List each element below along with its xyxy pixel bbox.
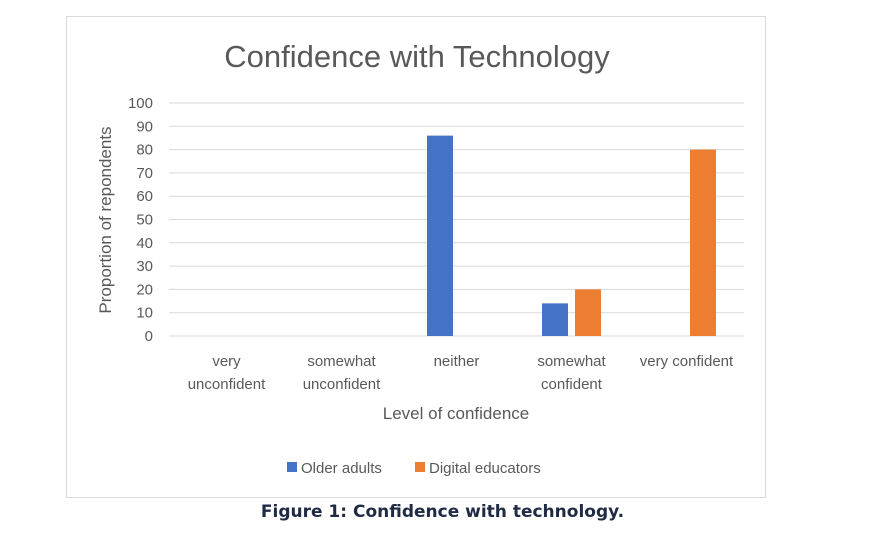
y-tick-label: 80	[136, 142, 153, 159]
x-tick-label: confident	[541, 376, 603, 393]
y-tick-label: 60	[136, 188, 153, 205]
x-tick-label: somewhat	[307, 353, 376, 370]
y-tick-label: 20	[136, 281, 153, 298]
x-tick-label: very	[212, 353, 241, 370]
bar-older-adults	[542, 303, 568, 336]
legend-label: Digital educators	[429, 460, 541, 477]
x-tick-label: unconfident	[188, 376, 266, 393]
bar-digital-educators	[575, 289, 601, 336]
y-axis-label: Proportion of repondents	[96, 126, 115, 313]
bar-older-adults	[427, 135, 453, 336]
x-tick-label: somewhat	[537, 353, 606, 370]
x-tick-label: very confident	[640, 353, 734, 370]
y-tick-label: 50	[136, 212, 153, 229]
y-tick-label: 90	[136, 118, 153, 135]
x-tick-label: unconfident	[303, 376, 381, 393]
figure-caption: Figure 1: Confidence with technology.	[260, 502, 625, 522]
chart-title: Confidence with Technology	[224, 39, 610, 74]
y-tick-label: 40	[136, 235, 153, 252]
y-tick-label: 100	[128, 95, 153, 112]
chart-frame: Confidence with Technology 0 10 20 30 40 50 60 7…	[66, 16, 766, 498]
legend-swatch-digital-educators	[415, 462, 425, 472]
y-tick-label: 10	[136, 305, 153, 322]
y-tick-label: 30	[136, 258, 153, 275]
y-tick-label: 70	[136, 165, 153, 182]
x-axis-label: Level of confidence	[383, 404, 530, 423]
legend-label: Older adults	[301, 460, 382, 477]
legend-swatch-older-adults	[287, 462, 297, 472]
y-tick-label: 0	[145, 328, 153, 345]
x-tick-label: neither	[434, 353, 480, 370]
bar-digital-educators	[690, 149, 716, 336]
